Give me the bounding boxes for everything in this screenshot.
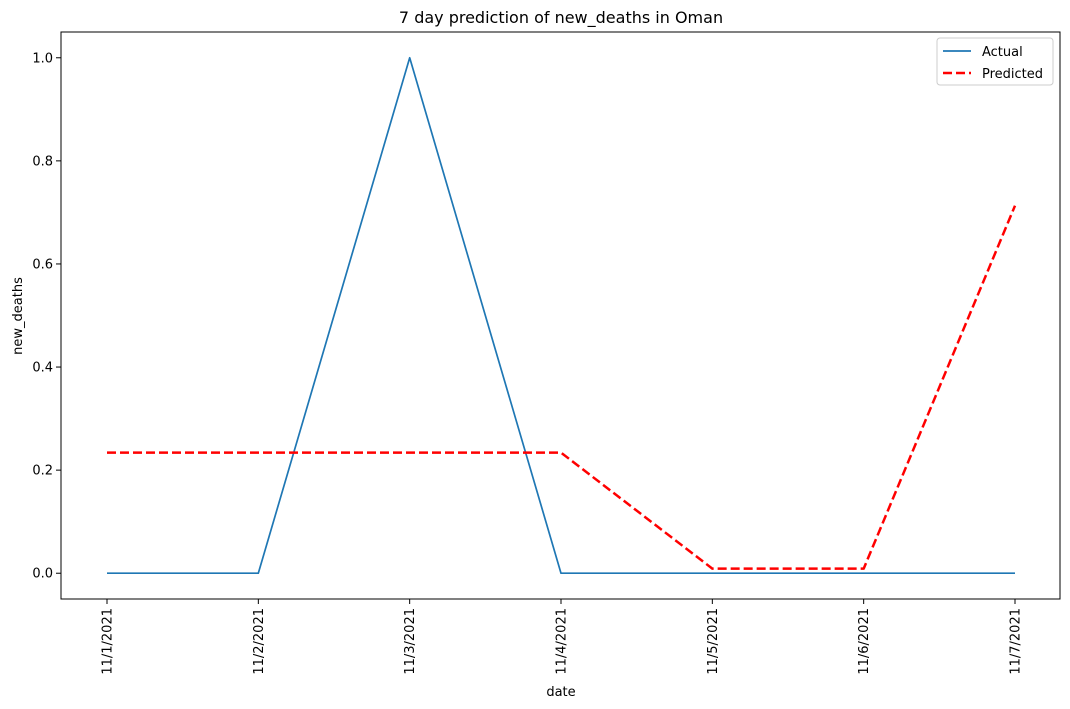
y-tick-label: 0.0: [32, 567, 53, 582]
y-tick-label: 0.6: [32, 257, 53, 272]
y-tick-label: 1.0: [32, 51, 53, 66]
x-tick-label: 11/4/2021: [555, 608, 570, 675]
x-tick-label: 11/5/2021: [706, 608, 721, 675]
plot-area: [60, 31, 1061, 600]
y-tick-label: 0.8: [32, 154, 53, 169]
legend-label-actual: Actual: [982, 45, 1023, 60]
series-line-actual: [107, 56, 1015, 575]
y-axis: 0.0 0.2 0.4 0.6 0.8 1.0: [32, 51, 61, 582]
legend-label-predicted: Predicted: [982, 67, 1043, 82]
series-group: [107, 56, 1017, 575]
x-tick-label: 11/1/2021: [101, 608, 116, 675]
chart-title: 7 day prediction of new_deaths in Oman: [399, 8, 723, 28]
x-tick-label: 11/7/2021: [1009, 608, 1024, 675]
legend: Actual Predicted: [936, 37, 1054, 86]
series-line-predicted: [107, 205, 1017, 570]
y-axis-label: new_deaths: [11, 277, 26, 355]
x-axis: 11/1/2021 11/2/2021 11/3/2021 11/4/2021 11/5…: [101, 599, 1024, 675]
x-tick-label: 11/2/2021: [252, 608, 267, 675]
y-tick-label: 0.2: [32, 464, 53, 479]
legend-box: [936, 37, 1054, 86]
y-tick-label: 0.4: [32, 361, 53, 376]
x-tick-label: 11/3/2021: [403, 608, 418, 675]
x-axis-label: date: [546, 685, 575, 700]
x-tick-label: 11/6/2021: [857, 608, 872, 675]
